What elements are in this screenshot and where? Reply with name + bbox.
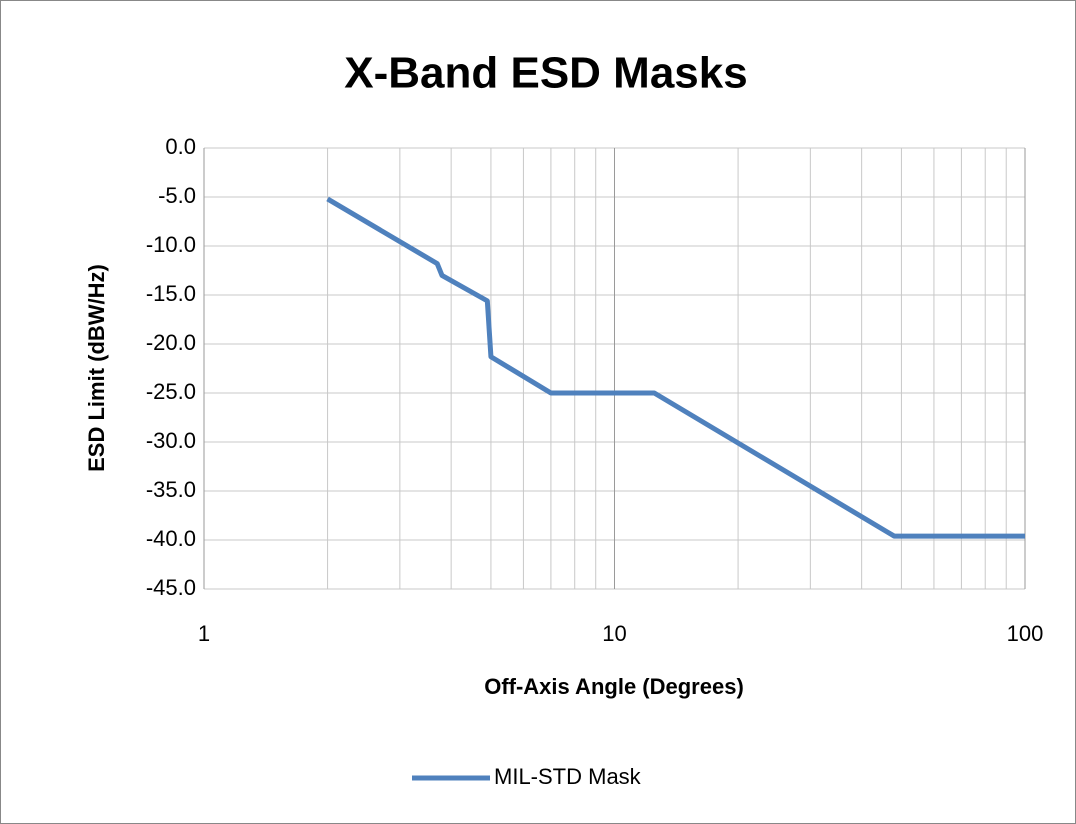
x-axis-title: Off-Axis Angle (Degrees) xyxy=(484,674,744,699)
y-axis-title: ESD Limit (dBW/Hz) xyxy=(84,264,109,472)
x-tick-label: 100 xyxy=(1007,621,1044,646)
y-tick-label: -40.0 xyxy=(146,526,196,551)
x-tick-label: 1 xyxy=(198,621,210,646)
legend-label: MIL-STD Mask xyxy=(494,764,642,789)
y-tick-label: -35.0 xyxy=(146,477,196,502)
chart-title: X-Band ESD Masks xyxy=(344,49,747,98)
x-tick-label: 10 xyxy=(602,621,626,646)
y-tick-label: 0.0 xyxy=(165,134,196,159)
y-tick-label: -25.0 xyxy=(146,379,196,404)
y-tick-label: -30.0 xyxy=(146,428,196,453)
y-tick-label: -5.0 xyxy=(158,183,196,208)
y-tick-label: -15.0 xyxy=(146,281,196,306)
y-tick-label: -10.0 xyxy=(146,232,196,257)
y-tick-label: -20.0 xyxy=(146,330,196,355)
y-tick-label: -45.0 xyxy=(146,575,196,600)
data-line xyxy=(326,196,1025,539)
